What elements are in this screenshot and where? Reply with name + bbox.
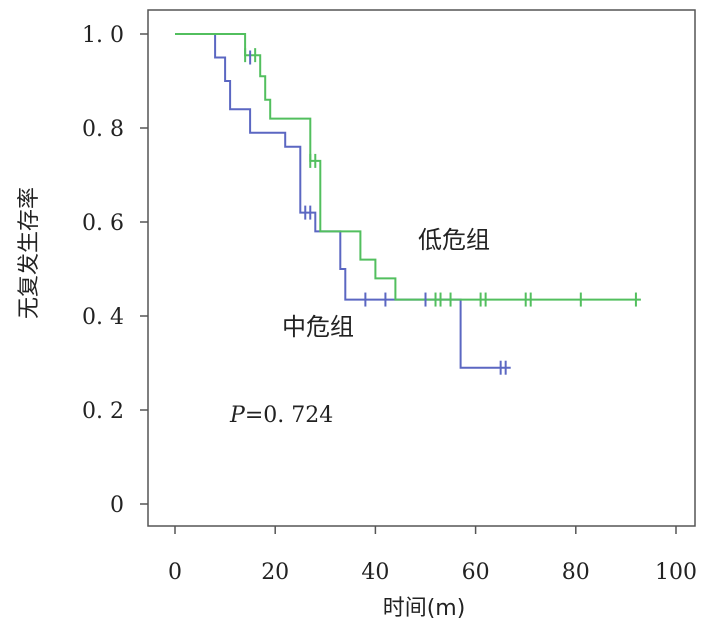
y-tick-label: 0. 8 [82,117,124,142]
y-tick-label: 0. 6 [82,211,124,236]
curve-series-1 [175,33,641,301]
x-tick-label: 80 [562,560,590,585]
series-label-mid-risk: 中危组 [282,313,354,341]
p-value-text: =0. 724 [245,403,333,428]
x-tick-label: 0 [168,560,182,585]
y-tick-label: 0 [110,493,124,518]
x-tick-label: 100 [655,560,697,585]
x-axis-title: 时间(m) [383,596,466,621]
y-tick-label: 0. 4 [82,305,124,330]
y-tick-label: 0. 2 [82,399,124,424]
curve-series-0 [175,33,511,369]
x-tick-label: 60 [462,560,490,585]
x-tick-label: 20 [261,560,289,585]
series-label-low-risk: 低危组 [418,226,490,254]
x-tick-label: 40 [361,560,389,585]
y-tick-label: 1. 0 [82,23,124,48]
survival-curves [175,33,641,369]
y-axis-title: 无复发生存率 [17,187,42,319]
p-value-label: P=0. 724 [229,403,333,428]
plot-frame [147,9,696,527]
axis-ticks: 0 20 40 60 80 100 0 0. 2 0. 4 0. 6 0. 8 1. 0 [82,23,697,585]
censor-marks [244,48,637,375]
p-value-prefix: P [229,403,246,428]
